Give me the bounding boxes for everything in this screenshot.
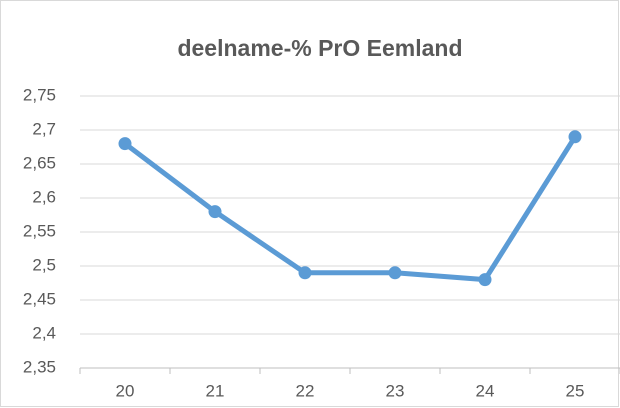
y-tick-label: 2,45: [23, 289, 56, 308]
line: [123, 135, 578, 283]
x-tick-label: 20: [116, 381, 135, 400]
y-tick-label: 2,35: [23, 357, 56, 376]
point: [388, 266, 402, 280]
x-tick-label: 21: [206, 381, 225, 400]
chart-title: deelname-% PrO Eemland: [177, 35, 462, 61]
point: [208, 205, 222, 219]
x-tick-label: 25: [566, 381, 585, 400]
point: [568, 130, 582, 144]
y-tick-label: 2,75: [23, 85, 56, 104]
point: [478, 273, 492, 287]
y-tick-label: 2,6: [32, 187, 56, 206]
y-tick-label: 2,4: [32, 323, 56, 342]
y-tick-label: 2,55: [23, 221, 56, 240]
x-tick-label: 24: [476, 381, 495, 400]
y-tick-label: 2,65: [23, 153, 56, 172]
y-tick-label: 2,5: [32, 255, 56, 274]
x-tick-label: 23: [386, 381, 405, 400]
point: [298, 266, 312, 280]
x-tick-label: 22: [296, 381, 315, 400]
point: [118, 137, 132, 151]
y-tick-label: 2,7: [32, 119, 56, 138]
